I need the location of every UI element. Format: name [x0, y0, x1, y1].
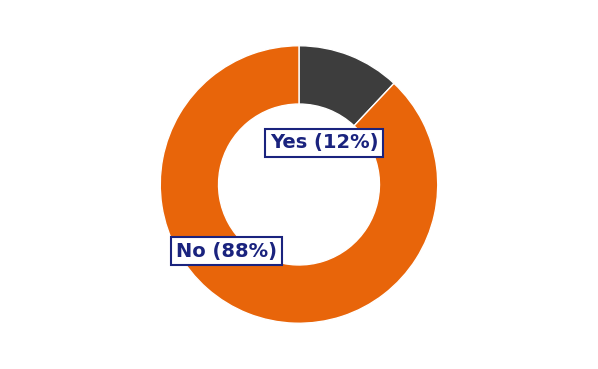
Wedge shape: [299, 46, 394, 126]
Wedge shape: [160, 46, 438, 323]
Text: Yes (12%): Yes (12%): [270, 133, 378, 152]
Text: No (88%): No (88%): [176, 242, 277, 261]
